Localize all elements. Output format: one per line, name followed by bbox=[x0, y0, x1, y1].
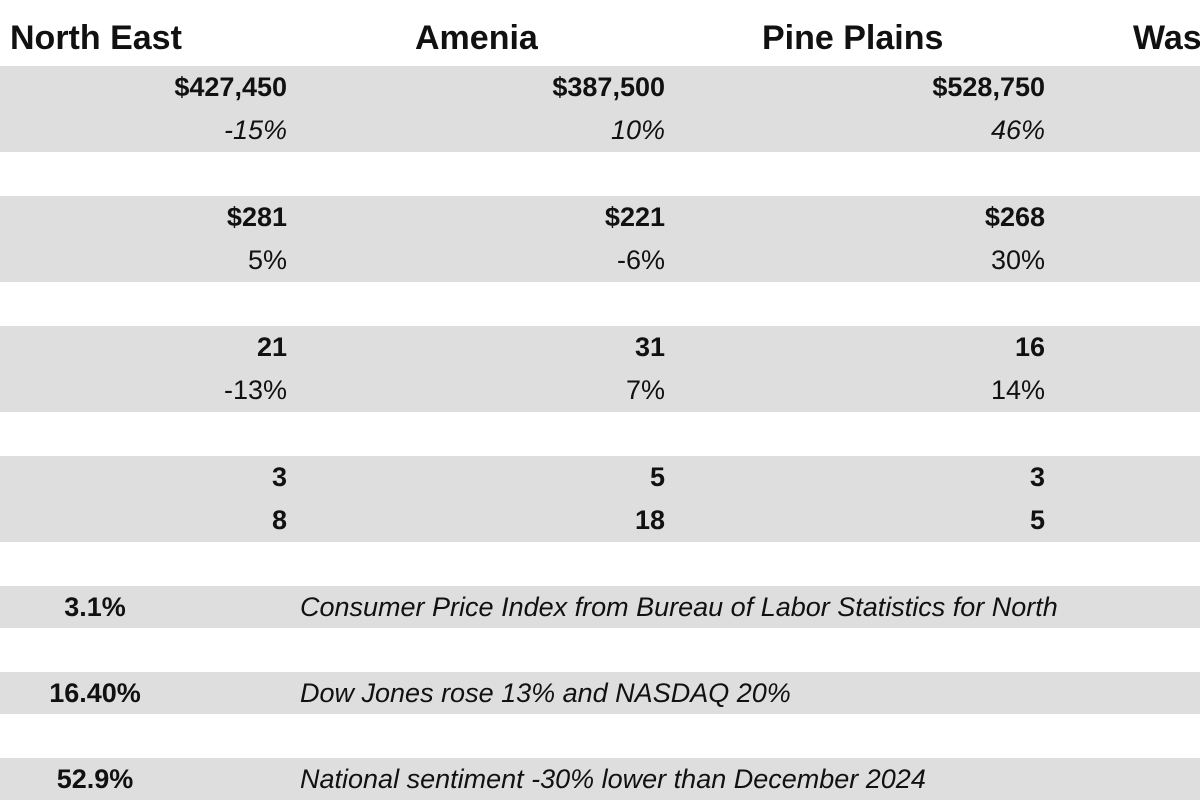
column-header: North East bbox=[10, 19, 182, 57]
value-cell: -13% bbox=[223, 375, 287, 405]
value-cell: 18 bbox=[634, 505, 665, 535]
value-cell: 21 bbox=[256, 332, 287, 362]
note-band bbox=[0, 758, 1200, 800]
note-value: 16.40% bbox=[49, 678, 141, 708]
value-cell: 16 bbox=[1014, 332, 1045, 362]
value-cell: $268 bbox=[984, 202, 1045, 232]
note-text: National sentiment -30% lower than Decem… bbox=[300, 764, 926, 794]
value-cell: $427,450 bbox=[174, 72, 287, 102]
value-cell: 31 bbox=[634, 332, 665, 362]
value-cell: $281 bbox=[226, 202, 287, 232]
value-cell: 14% bbox=[990, 375, 1045, 405]
note-band bbox=[0, 672, 1200, 714]
note-value: 52.9% bbox=[56, 764, 134, 794]
note-value: 3.1% bbox=[64, 592, 126, 622]
row-band bbox=[0, 66, 1200, 152]
value-cell: 5 bbox=[1029, 505, 1045, 535]
value-cell: 8 bbox=[271, 505, 287, 535]
row-band bbox=[0, 456, 1200, 542]
value-cell: 30% bbox=[990, 245, 1045, 275]
note-band bbox=[0, 586, 1200, 628]
note-text: Dow Jones rose 13% and NASDAQ 20% bbox=[300, 678, 791, 708]
value-cell: 10% bbox=[610, 115, 665, 145]
value-cell: 7% bbox=[625, 375, 665, 405]
value-cell: 3 bbox=[1029, 462, 1045, 492]
row-band bbox=[0, 326, 1200, 412]
value-cell: -6% bbox=[616, 245, 665, 275]
value-cell: -15% bbox=[223, 115, 287, 145]
column-header: Amenia bbox=[415, 19, 538, 57]
value-cell: 46% bbox=[990, 115, 1045, 145]
row-band bbox=[0, 196, 1200, 282]
note-text: Consumer Price Index from Bureau of Labo… bbox=[300, 592, 1058, 622]
value-cell: $528,750 bbox=[932, 72, 1045, 102]
value-cell: $387,500 bbox=[552, 72, 665, 102]
value-cell: 5 bbox=[649, 462, 665, 492]
value-cell: $221 bbox=[604, 202, 665, 232]
value-cell: 3 bbox=[271, 462, 287, 492]
column-header: Was bbox=[1133, 19, 1200, 57]
value-cell: 5% bbox=[247, 245, 287, 275]
column-header: Pine Plains bbox=[762, 19, 944, 57]
